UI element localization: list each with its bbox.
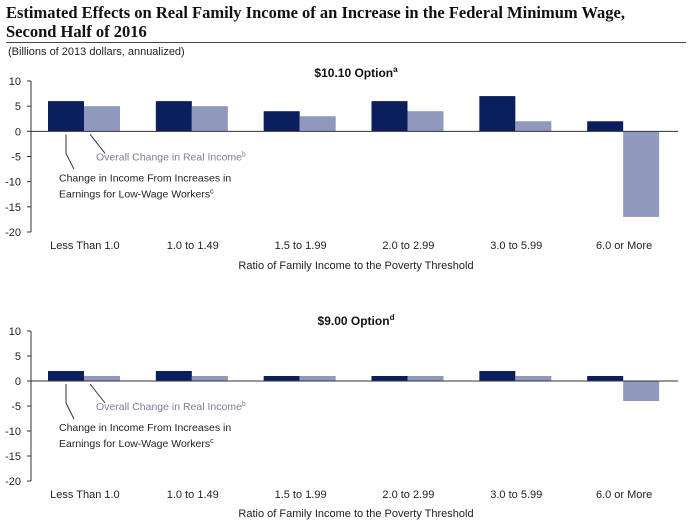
panel-title-text: $9.00 Option bbox=[318, 314, 390, 328]
earnings-leader-line bbox=[65, 384, 75, 420]
panel-title: $10.10 Optiona bbox=[314, 65, 398, 80]
category-label: Less Than 1.0 bbox=[50, 240, 120, 252]
y-tick-label: 0 bbox=[15, 376, 21, 388]
earnings-leader-line bbox=[65, 134, 75, 170]
bar-overall-1 bbox=[84, 376, 120, 381]
bar-overall-1 bbox=[84, 106, 120, 132]
bar-earnings-2 bbox=[155, 101, 192, 132]
figure-title-line2: Second Half of 2016 bbox=[6, 22, 147, 41]
y-tick-label: -20 bbox=[5, 227, 21, 239]
bar-earnings-6 bbox=[587, 376, 624, 381]
category-label: 1.0 to 1.49 bbox=[167, 489, 219, 501]
earnings-label-line2: Earnings for Low-Wage Workersc bbox=[59, 438, 214, 450]
overall-label: Overall Change in Real Incomeb bbox=[96, 151, 246, 163]
overall-leader-line bbox=[89, 383, 106, 404]
bar-overall-5 bbox=[515, 376, 552, 381]
earnings-label-line1: Change in Income From Increases in bbox=[59, 422, 231, 434]
y-tick-label: 5 bbox=[15, 351, 21, 363]
y-tick-label: 10 bbox=[9, 76, 21, 88]
bar-earnings-6 bbox=[587, 121, 624, 132]
bar-overall-3 bbox=[299, 116, 336, 132]
y-tick-label: 0 bbox=[15, 126, 21, 138]
y-tick-label: 5 bbox=[15, 101, 21, 113]
y-tick-label: -5 bbox=[11, 152, 21, 164]
title-rule bbox=[6, 42, 686, 43]
x-axis-title: Ratio of Family Income to the Poverty Th… bbox=[238, 260, 473, 272]
bar-overall-2 bbox=[191, 376, 228, 381]
bar-earnings-3 bbox=[263, 376, 300, 381]
category-label: 6.0 or More bbox=[596, 489, 652, 501]
category-label: 1.5 to 1.99 bbox=[275, 240, 327, 252]
figure-title: Estimated Effects on Real Family Income … bbox=[6, 3, 686, 41]
y-tick-label: 10 bbox=[9, 326, 21, 338]
units-note: (Billions of 2013 dollars, annualized) bbox=[8, 46, 185, 58]
bar-overall-4 bbox=[407, 111, 444, 132]
y-tick-label: -5 bbox=[11, 401, 21, 413]
category-label: 2.0 to 2.99 bbox=[382, 240, 434, 252]
panel-title: $9.00 Optiond bbox=[318, 313, 395, 328]
bar-overall-6 bbox=[623, 131, 660, 217]
category-label: 3.0 to 5.99 bbox=[490, 240, 542, 252]
bar-overall-5 bbox=[515, 121, 552, 132]
bar-earnings-5 bbox=[479, 96, 516, 132]
y-tick-label: -15 bbox=[5, 451, 21, 463]
bar-earnings-1 bbox=[48, 101, 84, 132]
category-label: 3.0 to 5.99 bbox=[490, 489, 542, 501]
y-tick-label: -10 bbox=[5, 177, 21, 189]
category-label: 2.0 to 2.99 bbox=[382, 489, 434, 501]
bar-overall-2 bbox=[191, 106, 228, 132]
bar-earnings-5 bbox=[479, 371, 516, 381]
figure-title-line1: Estimated Effects on Real Family Income … bbox=[6, 3, 625, 22]
category-label: 6.0 or More bbox=[596, 240, 652, 252]
y-tick-label: -10 bbox=[5, 426, 21, 438]
y-tick-label: -15 bbox=[5, 202, 21, 214]
bar-earnings-4 bbox=[371, 101, 408, 132]
bar-overall-4 bbox=[407, 376, 444, 381]
y-tick-label: -20 bbox=[5, 476, 21, 488]
bar-earnings-4 bbox=[371, 376, 408, 381]
earnings-label-line1: Change in Income From Increases in bbox=[59, 172, 231, 184]
overall-label: Overall Change in Real Incomeb bbox=[96, 401, 246, 413]
bar-earnings-2 bbox=[155, 371, 192, 381]
chart-panel-1: $10.10 Optiona 10 5 0 -5 -10 -15 -20 Less Than 1… bbox=[5, 65, 678, 272]
panel-title-sup: d bbox=[390, 313, 395, 322]
bar-earnings-1 bbox=[48, 371, 84, 381]
category-label: 1.5 to 1.99 bbox=[275, 489, 327, 501]
x-axis-title: Ratio of Family Income to the Poverty Th… bbox=[238, 508, 473, 520]
category-label: Less Than 1.0 bbox=[50, 489, 120, 501]
chart-panel-2: $9.00 Optiond 10 5 0 -5 -10 -15 -20 Less Than 1.… bbox=[5, 313, 678, 520]
bar-overall-6 bbox=[623, 381, 660, 401]
overall-leader-line bbox=[89, 134, 106, 154]
bar-earnings-3 bbox=[263, 111, 300, 132]
earnings-label-line2: Earnings for Low-Wage Workersc bbox=[59, 188, 214, 200]
category-label: 1.0 to 1.49 bbox=[167, 240, 219, 252]
panel-title-text: $10.10 Option bbox=[314, 66, 393, 80]
bar-overall-3 bbox=[299, 376, 336, 381]
panel-title-sup: a bbox=[393, 65, 398, 74]
